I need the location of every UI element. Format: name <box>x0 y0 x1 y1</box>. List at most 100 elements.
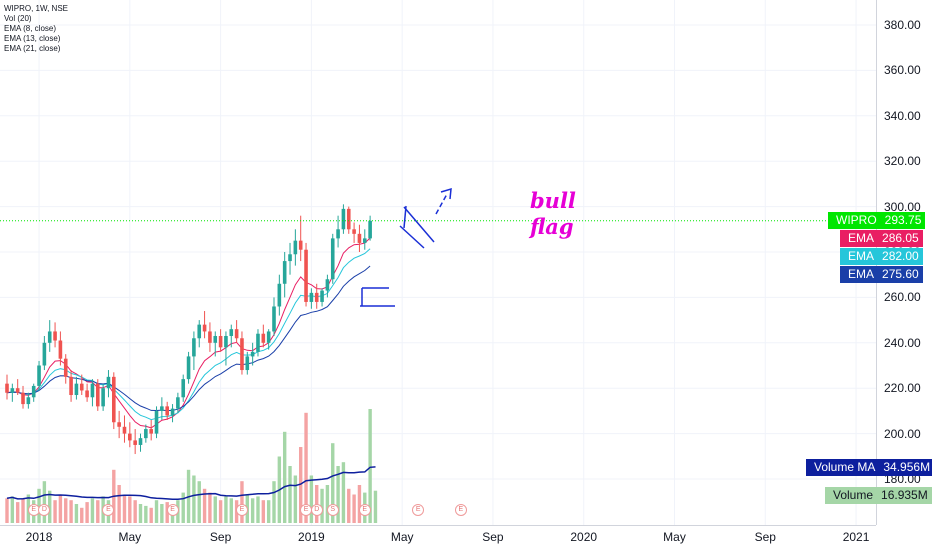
ema-lines <box>6 237 371 429</box>
candle <box>352 222 356 243</box>
volume-bar <box>122 494 127 523</box>
candle-body <box>277 283 282 307</box>
time-axis-label: Sep <box>754 530 776 544</box>
candle-body <box>261 333 266 343</box>
volume-bar <box>149 507 153 523</box>
flag-pole-line <box>403 205 407 229</box>
candle-body <box>320 290 324 302</box>
candle <box>293 229 298 266</box>
price-axis-label: 340.00 <box>884 108 921 123</box>
candle-body <box>240 338 244 371</box>
volume-bar <box>266 500 271 523</box>
candle-body <box>229 329 234 336</box>
candle-body <box>58 340 63 359</box>
candle <box>272 297 276 336</box>
chart-legend: WIPRO, 1W, NSE Vol (20) EMA (8, close) E… <box>4 4 68 54</box>
legend-ema-8: EMA (8, close) <box>4 24 57 33</box>
candle <box>21 385 25 409</box>
legend-ema-13: EMA (13, close) <box>4 34 61 43</box>
candle <box>202 311 207 339</box>
breakout-arrow-line <box>435 193 448 215</box>
candle <box>336 215 340 248</box>
price-axis-label: 260.00 <box>884 290 921 305</box>
volume-bar <box>208 492 212 523</box>
time-axis-label: May <box>118 530 142 544</box>
candle <box>224 331 228 366</box>
event-marker[interactable]: E <box>102 504 115 516</box>
candle <box>160 397 164 420</box>
candle <box>314 283 319 309</box>
candle-body <box>341 208 346 230</box>
time-axis-label: May <box>663 530 686 544</box>
event-marker[interactable]: E <box>358 504 371 516</box>
volume-ma-line <box>6 466 376 501</box>
event-marker[interactable]: S <box>326 504 339 516</box>
grid-lines <box>0 0 876 525</box>
volume-bar <box>64 498 68 523</box>
candle <box>181 374 186 402</box>
candle-body <box>122 426 127 434</box>
candle-body <box>37 365 41 386</box>
candle-body <box>79 383 84 391</box>
event-marker[interactable]: E <box>166 504 179 516</box>
candle-body <box>128 433 132 441</box>
price-tag-name: EMA <box>848 249 875 264</box>
candle <box>138 433 143 452</box>
price-tag-value: 293.75 <box>884 213 922 228</box>
candle-body <box>90 383 95 398</box>
candle-body <box>256 333 260 352</box>
candle-body <box>325 279 330 291</box>
candle-body <box>144 429 148 439</box>
price-tag: EMA 282.00 <box>840 248 923 266</box>
annotation-line-2: flag <box>530 214 574 239</box>
candle <box>47 320 52 352</box>
candle <box>176 392 180 414</box>
candle <box>117 410 121 439</box>
candle <box>309 288 314 309</box>
volume-bar <box>256 496 260 523</box>
volume-bar <box>128 496 132 523</box>
legend-symbol: WIPRO, 1W, NSE <box>4 4 69 13</box>
volume-bar <box>58 494 63 523</box>
volume-bar <box>325 485 330 523</box>
volume-bar <box>213 496 217 523</box>
price-tag: WIPRO 293.75 <box>828 212 926 230</box>
price-tag-name: EMA <box>848 231 875 246</box>
upcoming-event-marker[interactable]: E <box>454 504 467 516</box>
candle <box>357 224 362 252</box>
candle <box>74 376 79 400</box>
volume-ma-path <box>6 466 376 501</box>
flag-upper-line <box>403 206 435 243</box>
candle <box>304 242 308 307</box>
candle <box>218 329 223 352</box>
volume-bar <box>357 485 362 523</box>
legend-volume: Vol (20) <box>4 14 32 23</box>
candle-body <box>170 408 175 416</box>
event-marker[interactable]: D <box>310 504 323 516</box>
candle <box>325 274 330 298</box>
price-tag-value: 282.00 <box>882 249 919 264</box>
volume-tag-value: 16.935M <box>881 488 928 502</box>
candle-body <box>330 238 335 280</box>
candle <box>250 342 255 366</box>
volume-bar <box>181 492 185 523</box>
event-marker[interactable]: E <box>412 504 425 516</box>
event-marker[interactable]: E <box>235 504 248 516</box>
candle-body <box>63 358 68 377</box>
candle-body <box>288 254 292 262</box>
candle <box>90 379 95 407</box>
candle-body <box>218 335 223 348</box>
price-axis-label: 320.00 <box>884 154 921 169</box>
volume-bar <box>250 498 255 523</box>
candle <box>85 383 89 402</box>
volume-bar <box>42 481 47 523</box>
candle-body <box>149 429 153 434</box>
candle <box>112 372 116 430</box>
volume-bar <box>224 496 228 523</box>
candle <box>245 351 250 375</box>
event-marker[interactable]: D <box>38 504 51 516</box>
candle <box>106 370 111 398</box>
volume-tag-name: Volume MA <box>814 460 876 474</box>
candle <box>256 329 260 357</box>
